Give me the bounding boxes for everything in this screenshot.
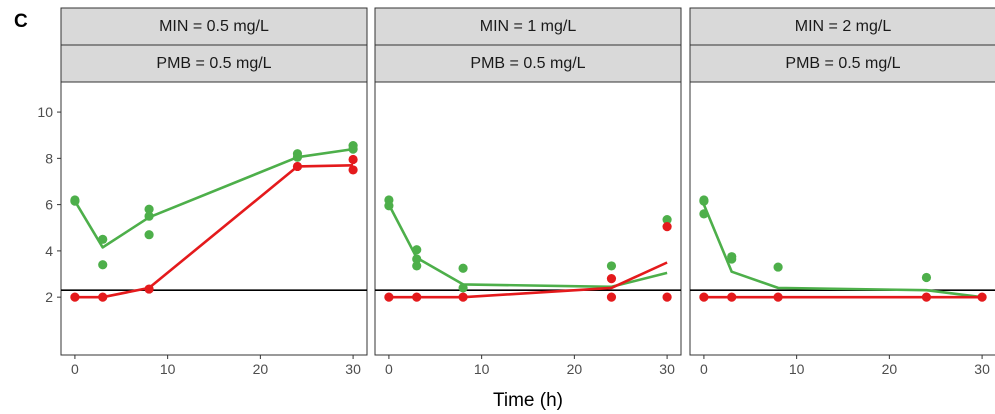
green-data-point [727,254,737,264]
plot-area [60,81,368,356]
x-tick-label: 0 [700,361,708,377]
red-data-point [292,161,303,172]
strip-top-label: MIN = 1 mg/L [480,18,577,35]
strip-top-background [689,7,995,46]
red-data-point [977,292,987,302]
green-data-point [412,261,422,271]
x-tick-label: 30 [974,361,990,377]
x-tick-label: 10 [789,361,805,377]
green-data-point [662,215,672,225]
red-data-point [727,292,737,302]
green-data-point [144,230,154,240]
red-data-point [70,292,80,302]
red-data-point [699,292,709,302]
x-tick-label: 10 [474,361,490,377]
x-tick-label: 0 [71,361,79,377]
red-data-point [458,292,468,302]
strip-top-background [374,7,682,46]
green-data-point [458,263,468,273]
y-tick-label: 10 [37,104,53,120]
x-tick-label: 30 [659,361,675,377]
y-tick-label: 8 [45,150,53,166]
green-data-point [412,245,422,255]
plot-area [374,81,682,356]
x-tick-label: 10 [160,361,176,377]
strip-bottom-background [689,44,995,83]
red-data-point [662,221,672,232]
green-data-point [921,272,932,283]
green-data-point [144,204,154,214]
green-data-point [98,260,108,270]
red-data-point [384,292,394,302]
strip-bottom-background [374,44,682,83]
red-data-point [606,292,617,302]
green-series-line [702,204,983,299]
green-data-point [412,254,422,264]
green-data-point [144,211,154,221]
strip-top-background [60,7,368,46]
red-data-point [412,292,422,302]
x-axis-title: Time (h) [493,390,563,411]
red-data-point [662,292,672,302]
green-data-point [70,196,80,206]
red-data-point [606,274,617,284]
green-data-point [292,152,303,162]
green-data-point [98,234,108,244]
strip-top-label: MIN = 0.5 mg/L [159,18,269,35]
x-tick-label: 20 [882,361,898,377]
red-data-point [98,292,108,302]
strip-bottom-label: PMB = 0.5 mg/L [470,55,585,72]
red-data-point [921,292,932,302]
panel-letter: C [14,11,28,32]
green-data-point [348,144,358,154]
y-tick-label: 4 [45,243,53,259]
strip-bottom-background [60,44,368,83]
green-data-point [699,196,709,206]
green-data-point [606,261,617,271]
red-data-point [773,292,783,302]
green-data-point [773,262,783,272]
green-data-point [384,201,394,211]
y-tick-label: 6 [45,197,53,213]
strip-bottom-label: PMB = 0.5 mg/L [156,55,271,72]
facet-panel-3: MIN = 2 mg/L PMB = 0.5 mg/L 0 10 20 30 [689,7,995,377]
x-tick-label: 20 [253,361,269,377]
red-data-point [348,154,358,165]
red-data-point [144,284,154,294]
x-tick-label: 30 [345,361,361,377]
green-data-point [458,283,468,293]
facet-panel-2: MIN = 1 mg/L PMB = 0.5 mg/L 0 10 20 30 [374,7,682,377]
y-tick-label: 2 [45,289,53,305]
plot-area [689,81,995,356]
red-data-point [348,165,358,175]
x-tick-label: 20 [567,361,583,377]
facet-panel-1: MIN = 0.5 mg/L PMB = 0.5 mg/L 0 10 20 30 2 4 6 8 1… [37,7,368,377]
green-data-point [699,209,709,219]
strip-top-label: MIN = 2 mg/L [795,18,892,35]
strip-bottom-label: PMB = 0.5 mg/L [785,55,900,72]
x-tick-label: 0 [385,361,393,377]
